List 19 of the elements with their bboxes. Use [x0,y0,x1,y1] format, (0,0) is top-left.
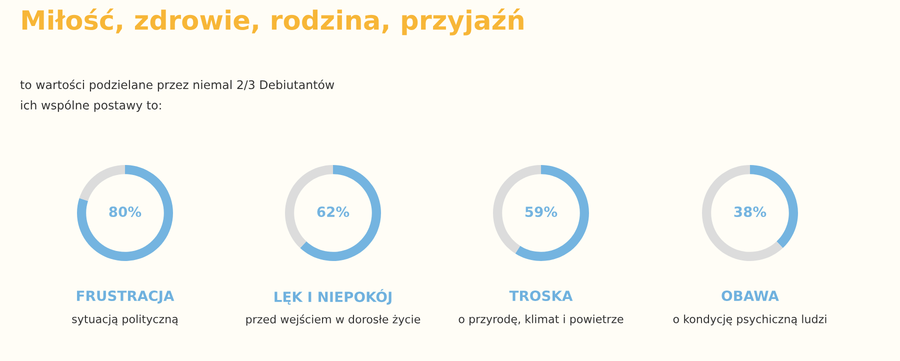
donut-slice [79,165,125,201]
text: TROSKA [509,290,573,302]
text: OBAWA [722,290,779,302]
donut-slice [702,165,783,261]
text: przed wejściem w dorosłe życie [246,314,420,326]
data-label: 80% [109,206,142,218]
text: to wartości podzielane przez niemal 2/3 Debiutantów ich wspólne postawy to: [20,80,334,112]
data-label: 59% [525,206,558,218]
text: o kondycję psychiczną ludzi [673,314,826,326]
text: LĘK I NIEPOKÓJ [274,289,392,305]
text: Miłość, zdrowie, rodzina, przyjaźń [22,8,524,36]
donut-slice [77,165,173,261]
data-label: 62% [317,206,350,218]
donut-slice [300,165,381,261]
text: sytuacją polityczną [72,314,178,326]
text: FRUSTRACJA [77,290,174,304]
text: o przyrodę, klimat i powietrze [458,314,624,326]
data-label: 38% [734,206,766,218]
donut-slice [515,165,589,261]
